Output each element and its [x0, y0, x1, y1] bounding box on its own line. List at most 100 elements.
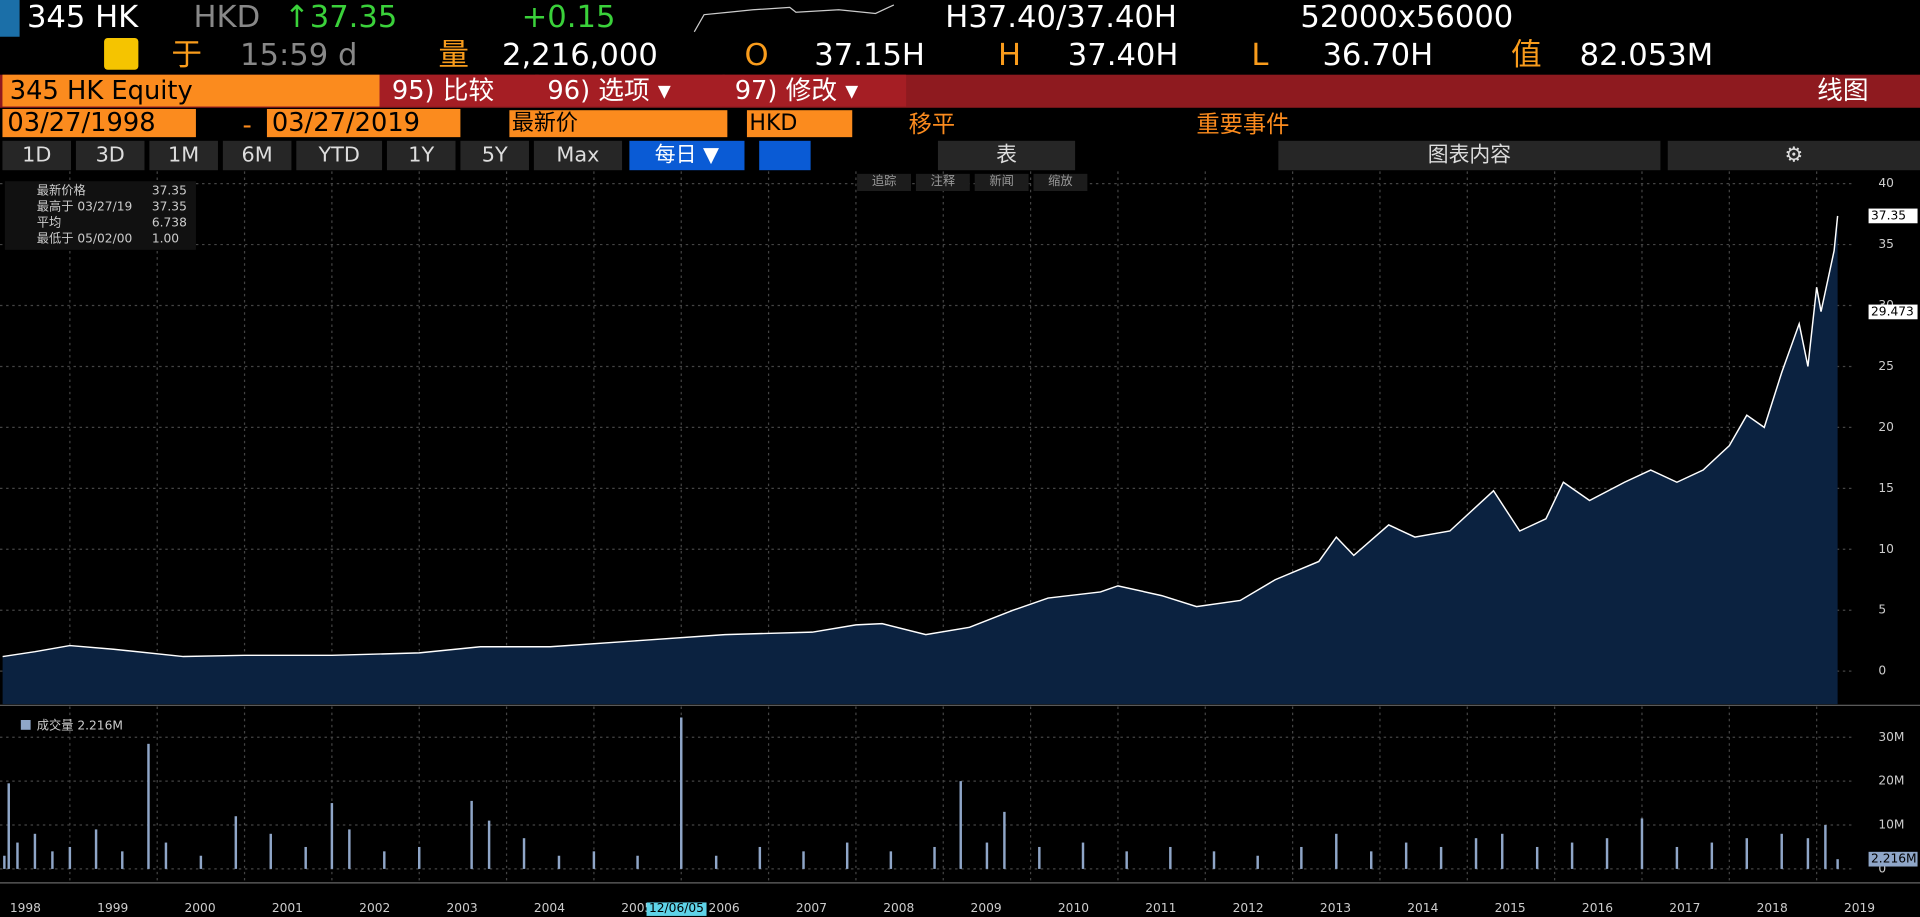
legend-value: 37.35	[152, 199, 187, 213]
x-tick-label: 2017	[1669, 901, 1700, 915]
legend-label: 最高于 03/27/19	[37, 198, 133, 213]
period-button[interactable]: Max	[533, 140, 623, 171]
sparkline	[693, 4, 895, 33]
value-marker	[1868, 851, 1918, 867]
x-tick-label: 2005	[621, 901, 652, 915]
moving-average[interactable]: 移平	[908, 111, 956, 139]
volume-bar	[348, 829, 351, 869]
volume-bar	[94, 829, 98, 869]
chart-contents[interactable]: 图表内容	[1278, 140, 1661, 171]
y-tick-label: 25	[1878, 359, 1894, 373]
settings[interactable]: ⚙	[1667, 140, 1920, 171]
value-marker	[1868, 208, 1918, 224]
volume-bar	[304, 846, 307, 869]
x-tick-label: 2008	[883, 901, 914, 915]
volume-bar	[933, 846, 936, 869]
x-tick-label: 2010	[1058, 901, 1089, 915]
volume-bar	[1824, 825, 1827, 869]
y-tick-label: 15	[1878, 481, 1894, 495]
volume-bar	[1038, 846, 1041, 869]
time-label: 于	[171, 36, 203, 73]
y-tick-label: 10M	[1878, 818, 1904, 832]
modify[interactable]: 97) 修改 ▾	[722, 74, 907, 107]
volume-bar	[418, 846, 421, 869]
period-button[interactable]: 5Y	[460, 140, 529, 171]
x-tick-label: 2000	[184, 901, 215, 915]
y-tick-label: 30M	[1878, 730, 1904, 744]
y-tick-label: 0	[1878, 664, 1886, 678]
volume-bar	[383, 851, 386, 869]
x-tick-label: 2004	[534, 901, 565, 915]
y-tick-label: 20M	[1878, 774, 1904, 788]
low-label: L	[1251, 36, 1269, 73]
volume-bar	[1439, 846, 1443, 869]
x-tick-label: 2002	[359, 901, 390, 915]
period-button[interactable]: 6M	[222, 140, 292, 171]
volume-bar	[1404, 842, 1408, 869]
volume-bar	[522, 838, 526, 869]
chart-tool[interactable]: 追踪	[857, 173, 912, 192]
end-date[interactable]: 03/27/2019	[266, 108, 461, 138]
volume-bar	[802, 851, 805, 869]
frequency[interactable]: 每日 ▼	[629, 140, 745, 171]
volume-bar	[985, 842, 989, 869]
line-button[interactable]	[759, 140, 811, 171]
volume-bar	[16, 842, 19, 869]
size: 52000x56000	[1300, 0, 1514, 35]
volume-bar	[121, 851, 124, 869]
x-tick-label: 2001	[272, 901, 303, 915]
open: 37.15H	[814, 36, 925, 73]
volume-bar	[3, 855, 6, 869]
period-button[interactable]: 3D	[75, 140, 145, 171]
volume-bar	[33, 833, 37, 869]
volume-bar	[959, 781, 962, 869]
volume-bar	[1300, 846, 1303, 869]
events[interactable]: 重要事件	[1196, 111, 1290, 139]
currency-select[interactable]: HKD	[746, 110, 853, 138]
volume-bar	[1605, 838, 1609, 869]
view[interactable]: 线图	[1817, 75, 1869, 106]
y-tick-label: 0	[1878, 861, 1886, 875]
volume-bar	[557, 855, 561, 869]
volume-bar	[1535, 846, 1539, 869]
compare[interactable]: 95) 比较	[379, 74, 539, 107]
legend-label: 成交量 2.216M	[37, 718, 123, 733]
table[interactable]: 表	[937, 140, 1076, 171]
start-date[interactable]: 03/27/1998	[2, 108, 196, 138]
field[interactable]: 最新价	[509, 110, 728, 138]
chart-tool[interactable]: 缩放	[1033, 173, 1088, 192]
x-tick-label: 2015	[1495, 901, 1526, 915]
icon[interactable]	[104, 37, 139, 70]
legend-label: 最低于 05/02/00	[37, 231, 133, 245]
y-tick-label: 5	[1878, 603, 1886, 617]
legend-label: 平均	[37, 215, 61, 229]
volume-bar	[51, 851, 54, 869]
x-tick-label: 1999	[97, 901, 128, 915]
volume-label: 量	[438, 36, 469, 73]
open-label: O	[744, 36, 769, 73]
volume-bar	[1745, 838, 1749, 869]
legend-box	[4, 181, 196, 250]
period-button[interactable]: YTD	[296, 140, 383, 171]
options[interactable]: 96) 选项 ▾	[535, 74, 725, 107]
y-tick-label: 35	[1878, 237, 1894, 251]
period-button[interactable]: 1Y	[386, 140, 456, 171]
security[interactable]: 345 HK Equity	[2, 74, 380, 107]
period-button[interactable]: 1D	[2, 140, 72, 171]
x-tick-label: 2011	[1145, 901, 1176, 915]
volume-bar	[470, 800, 473, 869]
volume-bar	[636, 855, 639, 869]
volume-bar	[889, 851, 893, 869]
legend-value: 1.00	[152, 231, 179, 245]
x-tick-label: 2012	[1233, 901, 1264, 915]
x-tick-label: 2009	[971, 901, 1002, 915]
dash: -	[242, 110, 252, 140]
chart-tool[interactable]: 新闻	[974, 173, 1029, 192]
volume-bar	[1501, 833, 1504, 869]
chart-tool[interactable]: 注释	[915, 173, 970, 192]
volume-bar	[1675, 846, 1679, 869]
period-button[interactable]: 1M	[149, 140, 218, 171]
volume-bar	[7, 783, 10, 869]
volume-bar	[845, 842, 849, 869]
x-tick-label: 2003	[447, 901, 478, 915]
